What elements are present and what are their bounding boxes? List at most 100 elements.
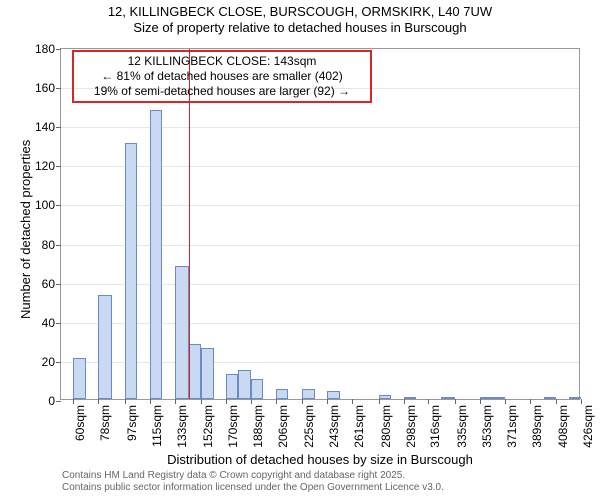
ytick-label: 140 — [35, 120, 55, 134]
histogram-bar — [189, 344, 201, 399]
ytick-label: 40 — [42, 316, 55, 330]
xtick-mark — [327, 399, 328, 404]
xtick-label: 316sqm — [428, 405, 442, 448]
xtick-label: 60sqm — [73, 405, 87, 441]
histogram-bar — [251, 379, 263, 399]
xtick-mark — [302, 399, 303, 404]
histogram-bar — [125, 143, 137, 399]
histogram-bar — [150, 110, 162, 399]
annotation-box: 12 KILLINGBECK CLOSE: 143sqm← 81% of det… — [72, 50, 372, 103]
histogram-bar — [226, 374, 238, 399]
ytick-mark — [56, 49, 61, 50]
gridline-h — [61, 166, 579, 167]
xtick-mark — [251, 399, 252, 404]
ytick-mark — [56, 323, 61, 324]
ytick-mark — [56, 284, 61, 285]
xtick-label: 298sqm — [404, 405, 418, 448]
xtick-label: 243sqm — [327, 405, 341, 448]
xtick-mark — [352, 399, 353, 404]
ytick-label: 80 — [42, 238, 55, 252]
ytick-mark — [56, 166, 61, 167]
xtick-label: 97sqm — [125, 405, 139, 441]
xtick-mark — [125, 399, 126, 404]
ytick-mark — [56, 205, 61, 206]
histogram-bar — [98, 295, 112, 399]
xtick-mark — [98, 399, 99, 404]
histogram-bar — [276, 389, 288, 399]
ytick-label: 180 — [35, 42, 55, 56]
xtick-label: 170sqm — [226, 405, 240, 448]
xtick-label: 335sqm — [455, 405, 469, 448]
histogram-bar — [238, 370, 250, 399]
ytick-mark — [56, 401, 61, 402]
histogram-bar — [492, 397, 504, 399]
xtick-mark — [480, 399, 481, 404]
xtick-mark — [404, 399, 405, 404]
ytick-mark — [56, 245, 61, 246]
gridline-h — [61, 205, 579, 206]
ytick-label: 20 — [42, 355, 55, 369]
ytick-label: 0 — [48, 394, 55, 408]
ytick-label: 160 — [35, 81, 55, 95]
xtick-mark — [175, 399, 176, 404]
xtick-label: 280sqm — [379, 405, 393, 448]
histogram-bar — [327, 391, 339, 399]
histogram-bar — [302, 389, 314, 399]
histogram-bar — [569, 397, 581, 399]
footer-line1: Contains HM Land Registry data © Crown c… — [62, 470, 405, 481]
histogram-bar — [201, 348, 213, 399]
gridline-h — [61, 362, 579, 363]
xtick-label: 261sqm — [352, 405, 366, 448]
xtick-label: 133sqm — [175, 405, 189, 448]
ytick-mark — [56, 88, 61, 89]
y-axis-label: Number of detached properties — [18, 140, 33, 319]
xtick-label: 389sqm — [530, 405, 544, 448]
xtick-label: 78sqm — [98, 405, 112, 441]
xtick-label: 371sqm — [505, 405, 519, 448]
xtick-mark — [73, 399, 74, 404]
ytick-mark — [56, 362, 61, 363]
ytick-label: 100 — [35, 198, 55, 212]
xtick-mark — [379, 399, 380, 404]
xtick-mark — [150, 399, 151, 404]
ytick-label: 60 — [42, 277, 55, 291]
annotation-line-2: 19% of semi-detached houses are larger (… — [80, 84, 364, 99]
xtick-mark — [201, 399, 202, 404]
ytick-label: 120 — [35, 159, 55, 173]
x-axis-label: Distribution of detached houses by size … — [60, 452, 580, 467]
histogram-bar — [441, 397, 455, 399]
xtick-label: 188sqm — [251, 405, 265, 448]
xtick-mark — [226, 399, 227, 404]
xtick-mark — [428, 399, 429, 404]
histogram-bar — [544, 397, 556, 399]
gridline-h — [61, 127, 579, 128]
xtick-mark — [581, 399, 582, 404]
xtick-mark — [276, 399, 277, 404]
xtick-label: 225sqm — [302, 405, 316, 448]
histogram-bar — [73, 358, 85, 399]
annotation-line-0: 12 KILLINGBECK CLOSE: 143sqm — [80, 54, 364, 69]
footer-line2: Contains public sector information licen… — [62, 482, 444, 493]
xtick-label: 426sqm — [581, 405, 595, 448]
xtick-label: 152sqm — [201, 405, 215, 448]
gridline-h — [61, 245, 579, 246]
histogram-bar — [404, 397, 416, 399]
xtick-label: 206sqm — [276, 405, 290, 448]
xtick-mark — [556, 399, 557, 404]
chart-title-line1: 12, KILLINGBECK CLOSE, BURSCOUGH, ORMSKI… — [0, 4, 600, 20]
xtick-label: 115sqm — [150, 405, 164, 447]
xtick-label: 408sqm — [556, 405, 570, 448]
gridline-h — [61, 284, 579, 285]
histogram-bar — [480, 397, 492, 399]
gridline-h — [61, 323, 579, 324]
annotation-line-1: ← 81% of detached houses are smaller (40… — [80, 69, 364, 84]
histogram-bar — [379, 395, 391, 399]
xtick-label: 353sqm — [480, 405, 494, 448]
histogram-bar — [175, 266, 189, 399]
chart-title-line2: Size of property relative to detached ho… — [0, 20, 600, 36]
xtick-mark — [505, 399, 506, 404]
xtick-mark — [455, 399, 456, 404]
xtick-mark — [530, 399, 531, 404]
ytick-mark — [56, 127, 61, 128]
chart-title-block: 12, KILLINGBECK CLOSE, BURSCOUGH, ORMSKI… — [0, 4, 600, 37]
